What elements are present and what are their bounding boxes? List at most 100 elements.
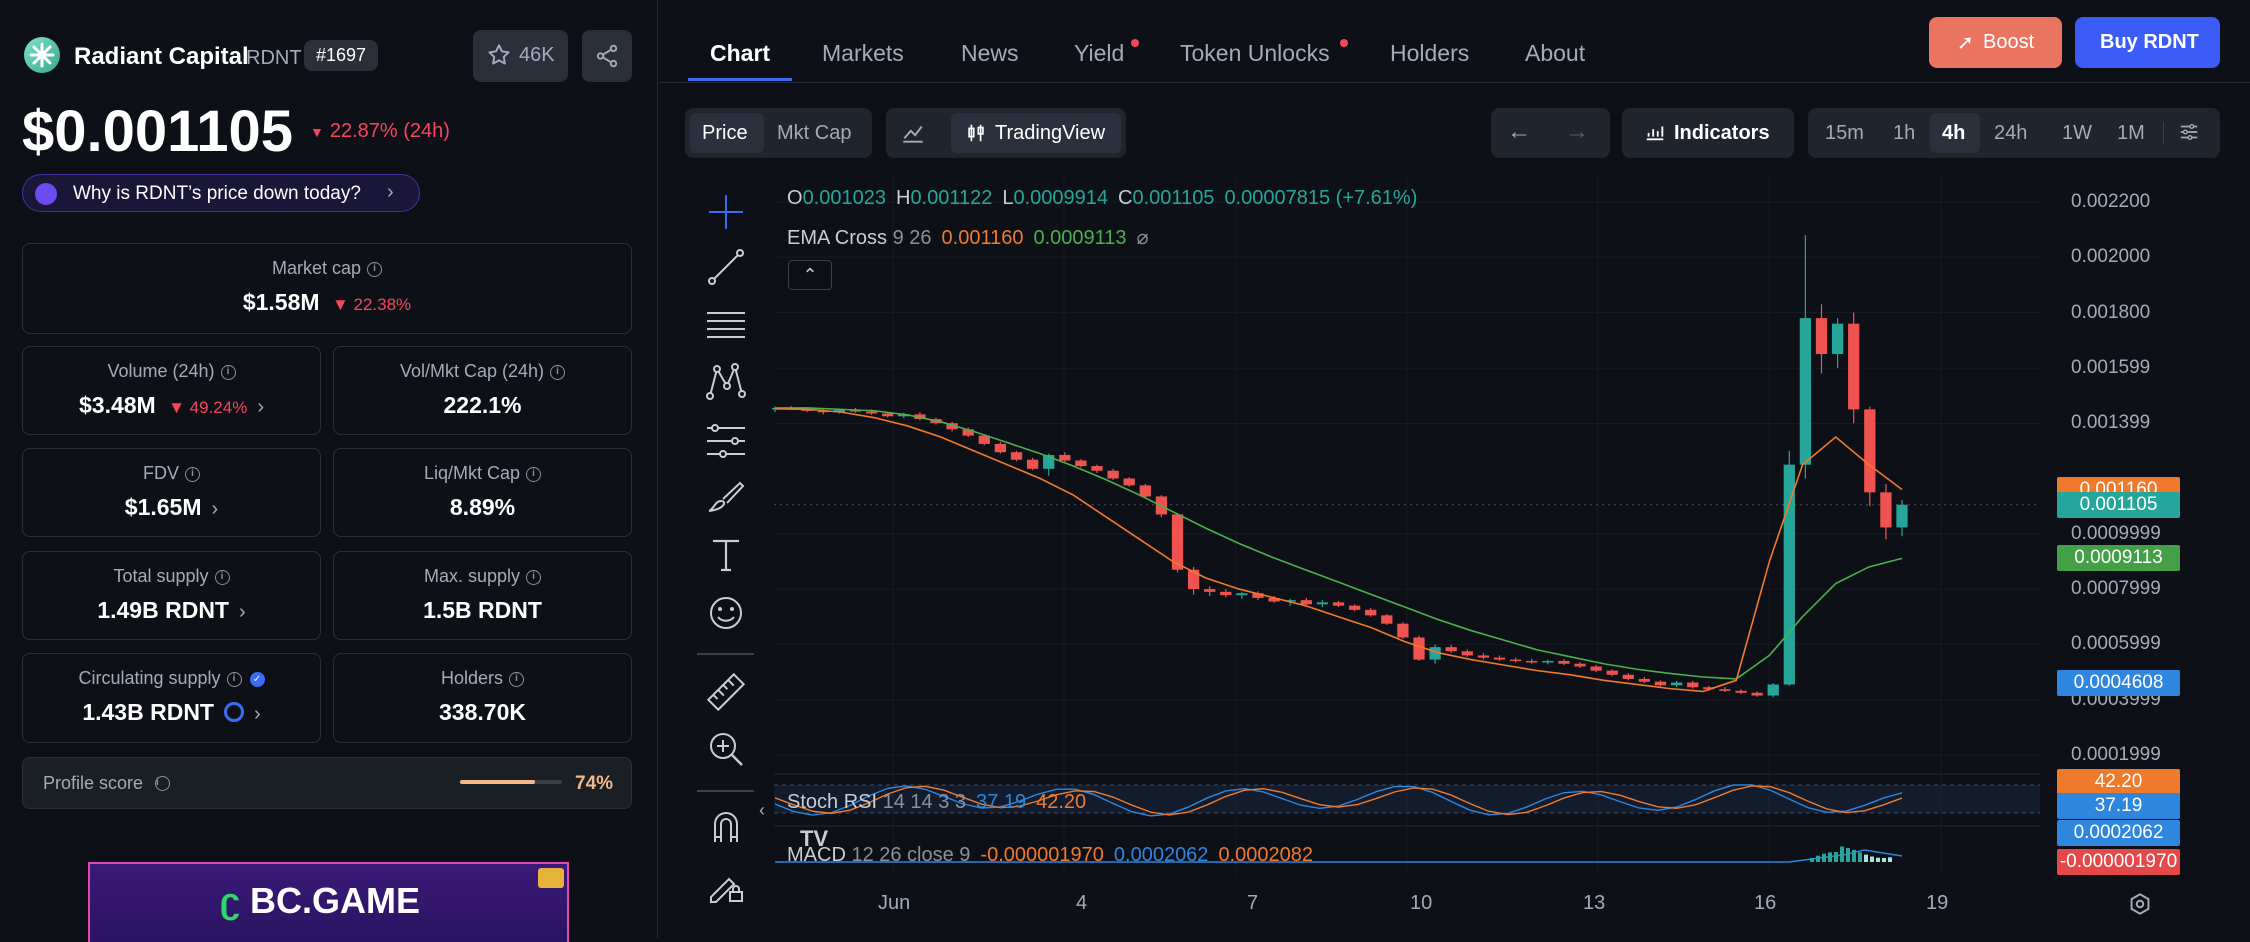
info-icon[interactable]: i: [220, 364, 236, 380]
price-axis-label: 0.0007999: [2071, 578, 2161, 600]
info-icon[interactable]: i: [155, 776, 170, 791]
holders-label: Holders: [440, 668, 504, 688]
candle-body: [1509, 659, 1522, 662]
info-icon[interactable]: i: [214, 569, 230, 585]
ad-brand-text: BC.GAME: [250, 880, 421, 921]
indicators-button[interactable]: Indicators: [1622, 108, 1794, 158]
info-icon[interactable]: i: [526, 466, 542, 482]
profile-score-bar[interactable]: Profile score i 74%: [22, 757, 632, 809]
price-toggle[interactable]: Price: [690, 113, 764, 153]
tab-holders[interactable]: Holders: [1390, 40, 1470, 66]
settings-sliders-icon[interactable]: [2178, 121, 2200, 148]
stoch-d-tag: 42.20: [2057, 769, 2180, 795]
text-tool-icon[interactable]: [705, 534, 747, 576]
lock-drawing-icon[interactable]: [705, 864, 747, 906]
chart-source-toggle: TradingView: [886, 108, 1126, 158]
info-icon[interactable]: i: [185, 466, 200, 482]
trend-line-icon[interactable]: [705, 246, 747, 288]
ema-fast-line: [774, 408, 1903, 693]
watchlist-button[interactable]: 46K: [473, 30, 568, 82]
candle-body: [1332, 602, 1345, 606]
ema-legend: EMA Cross 9 26 0.001160 0.0009113 ⌀: [787, 225, 1149, 250]
max-supply-card: Max. supply i 1.5B RDNT: [333, 551, 632, 640]
fdv-value: $1.65M: [124, 494, 202, 520]
ad-banner[interactable]: ʗ BC.GAME: [88, 862, 569, 942]
crosshair-icon[interactable]: [705, 191, 747, 233]
candle-body: [1719, 689, 1731, 691]
mktcap-toggle[interactable]: Mkt Cap: [777, 122, 852, 144]
candle-body: [994, 443, 1007, 453]
line-chart-icon[interactable]: [900, 120, 926, 151]
ema-params: 9 26: [892, 227, 932, 249]
boost-button[interactable]: ➚ Boost: [1929, 17, 2062, 68]
share-button[interactable]: [582, 30, 632, 82]
candle-body: [1397, 623, 1409, 638]
zoom-in-icon[interactable]: [705, 728, 747, 770]
interval-4h-active[interactable]: 4h: [1930, 113, 1980, 153]
tab-news[interactable]: News: [961, 40, 1019, 66]
price-chart[interactable]: [772, 175, 2062, 875]
chevron-up-icon: ⌃: [802, 265, 818, 285]
macd-params: 12 26 close 9: [851, 844, 971, 866]
pane-collapse-icon[interactable]: ‹: [759, 800, 765, 820]
candle-body: [1606, 670, 1618, 675]
interval-1w[interactable]: 1W: [2062, 122, 2092, 144]
horizontal-lines-icon[interactable]: [705, 304, 747, 346]
fdv-card[interactable]: FDV i $1.65M ›: [22, 448, 321, 537]
buy-button[interactable]: Buy RDNT: [2075, 17, 2220, 68]
vol-mkt-card: Vol/Mkt Cap (24h) i 222.1%: [333, 346, 632, 435]
tradingview-logo-icon: TV: [800, 826, 829, 851]
ad-brand: ʗ BC.GAME: [220, 880, 420, 922]
tab-token-unlocks[interactable]: Token Unlocks: [1180, 40, 1330, 66]
tab-chart[interactable]: Chart: [710, 40, 771, 66]
candle-body: [1300, 600, 1312, 605]
candle-body: [1026, 459, 1039, 469]
candle-body: [1413, 637, 1425, 660]
info-icon[interactable]: i: [550, 364, 566, 380]
tab-about[interactable]: About: [1525, 40, 1586, 66]
info-icon[interactable]: i: [367, 261, 383, 277]
vol-mkt-value: 222.1%: [443, 392, 522, 418]
tradingview-toggle[interactable]: TradingView: [951, 113, 1121, 153]
interval-24h[interactable]: 24h: [1994, 122, 2028, 144]
candle-body: [1703, 687, 1715, 690]
info-icon[interactable]: i: [226, 671, 242, 687]
circulating-supply-card[interactable]: Circulating supply i ✓ 1.43B RDNT ›: [22, 653, 321, 743]
tab-yield[interactable]: Yield: [1074, 40, 1125, 66]
macd-line: [775, 849, 1903, 863]
info-icon[interactable]: i: [526, 569, 542, 585]
candle-body: [1622, 674, 1634, 679]
chart-settings-gear-icon[interactable]: [2127, 891, 2153, 922]
magnet-icon[interactable]: [705, 806, 747, 848]
fib-tool-icon[interactable]: [705, 420, 747, 462]
candle-body: [1316, 602, 1329, 605]
market-cap-change: 22.38%: [353, 295, 412, 314]
indicators-icon: [1644, 121, 1666, 148]
legend-open: 0.001023: [802, 187, 886, 209]
interval-15m[interactable]: 15m: [1825, 122, 1864, 144]
undo-arrow-icon[interactable]: ←: [1507, 118, 1531, 145]
separator: [2163, 122, 2164, 144]
emoji-icon[interactable]: [705, 592, 747, 634]
tab-markets[interactable]: Markets: [822, 40, 904, 66]
pattern-icon[interactable]: [705, 361, 747, 403]
candle-body: [946, 423, 958, 430]
liq-mkt-value: 8.89%: [449, 494, 516, 520]
collapse-legend-button[interactable]: ⌃: [788, 260, 832, 290]
interval-1m[interactable]: 1M: [2117, 122, 2145, 144]
time-axis-label: 13: [1583, 892, 1606, 914]
token-logo-icon: [24, 37, 60, 73]
ruler-icon[interactable]: [705, 671, 747, 713]
watch-count: 46K: [519, 44, 555, 66]
brush-icon[interactable]: [705, 477, 747, 519]
info-icon[interactable]: i: [509, 671, 525, 687]
legend-c-label: C: [1118, 187, 1133, 209]
stoch-k-value: 37.19: [976, 791, 1027, 813]
hide-icon[interactable]: ⌀: [1136, 227, 1149, 249]
why-price-down-button[interactable]: Why is RDNT’s price down today? ›: [22, 174, 420, 212]
volume-card[interactable]: Volume (24h) i $3.48M ▼ 49.24% ›: [22, 346, 321, 435]
redo-arrow-icon[interactable]: →: [1565, 118, 1589, 145]
total-supply-card[interactable]: Total supply i 1.49B RDNT ›: [22, 551, 321, 640]
interval-1h[interactable]: 1h: [1893, 122, 1916, 144]
candle-body: [1864, 409, 1876, 493]
